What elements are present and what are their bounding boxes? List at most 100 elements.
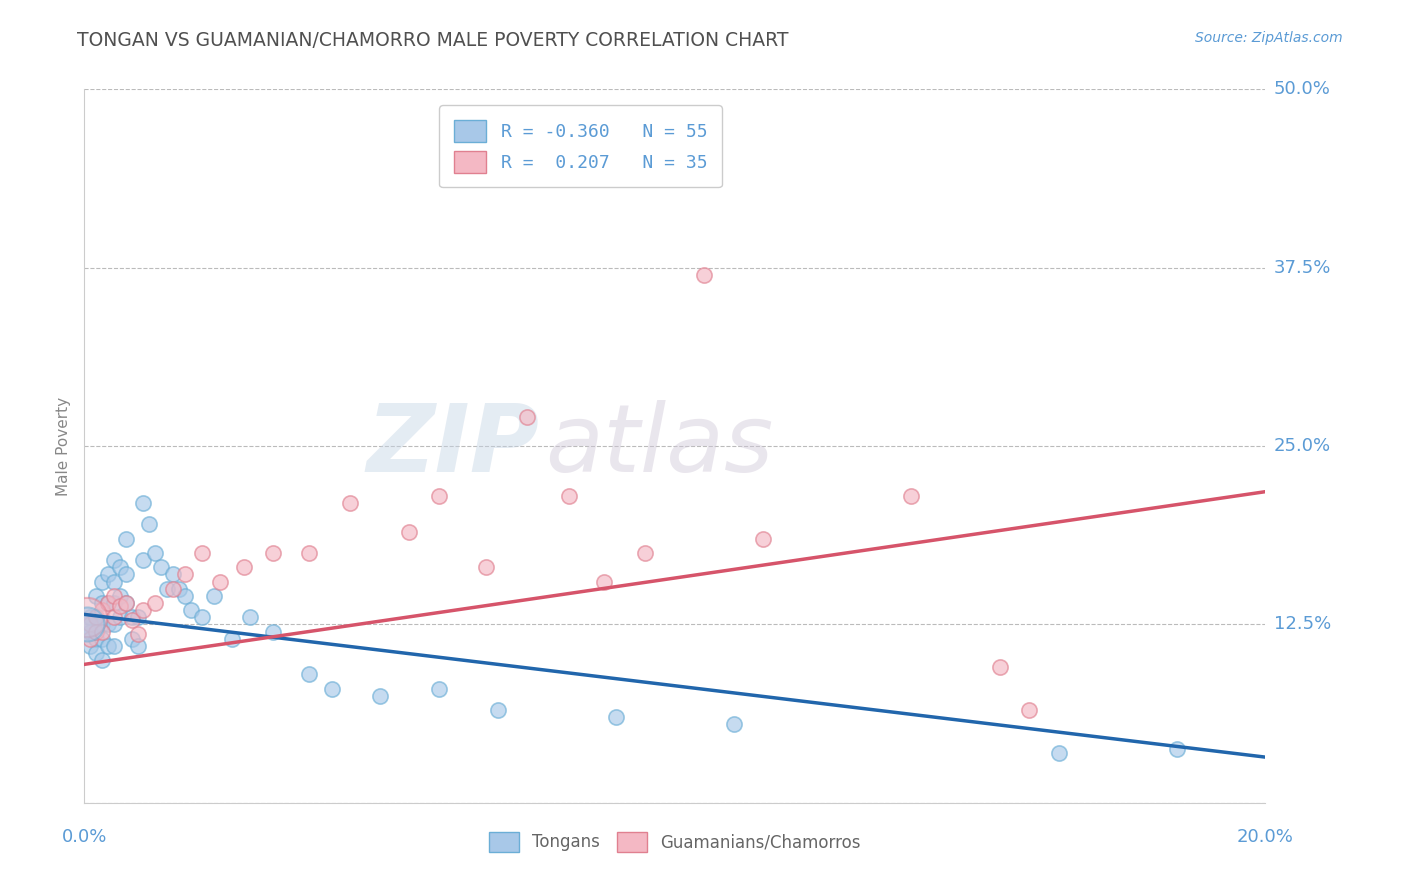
Point bbox=[132, 603, 155, 617]
Point bbox=[221, 632, 243, 646]
Point bbox=[84, 624, 107, 639]
Point bbox=[173, 567, 195, 582]
Point bbox=[84, 610, 107, 624]
Point bbox=[84, 632, 107, 646]
Point bbox=[138, 517, 160, 532]
Text: 0.0%: 0.0% bbox=[62, 828, 107, 846]
Point bbox=[180, 603, 202, 617]
Point bbox=[167, 582, 190, 596]
Point bbox=[91, 617, 114, 632]
Point bbox=[143, 596, 166, 610]
Point bbox=[368, 689, 391, 703]
Point bbox=[127, 639, 149, 653]
Text: ZIP: ZIP bbox=[366, 400, 538, 492]
Point bbox=[97, 596, 120, 610]
Text: Source: ZipAtlas.com: Source: ZipAtlas.com bbox=[1195, 31, 1343, 45]
Point bbox=[121, 610, 143, 624]
Point bbox=[91, 574, 114, 589]
Point bbox=[988, 660, 1011, 674]
Point bbox=[232, 560, 254, 574]
Point bbox=[191, 546, 214, 560]
Point bbox=[103, 589, 125, 603]
Point bbox=[103, 610, 125, 624]
Text: TONGAN VS GUAMANIAN/CHAMORRO MALE POVERTY CORRELATION CHART: TONGAN VS GUAMANIAN/CHAMORRO MALE POVERT… bbox=[77, 31, 789, 50]
Point bbox=[103, 574, 125, 589]
Point bbox=[262, 624, 284, 639]
Point bbox=[108, 560, 131, 574]
Point bbox=[298, 667, 321, 681]
Point bbox=[79, 610, 101, 624]
Point bbox=[114, 532, 136, 546]
Point bbox=[209, 574, 232, 589]
Text: 37.5%: 37.5% bbox=[1274, 259, 1331, 277]
Point bbox=[76, 617, 98, 632]
Point bbox=[97, 596, 120, 610]
Point bbox=[593, 574, 616, 589]
Point bbox=[121, 613, 143, 627]
Point bbox=[79, 639, 101, 653]
Point bbox=[97, 617, 120, 632]
Point bbox=[1047, 746, 1070, 760]
Point bbox=[103, 639, 125, 653]
Point bbox=[557, 489, 579, 503]
Point bbox=[91, 596, 114, 610]
Point bbox=[103, 596, 125, 610]
Point bbox=[108, 589, 131, 603]
Point bbox=[79, 617, 101, 632]
Point bbox=[108, 610, 131, 624]
Point bbox=[84, 610, 107, 624]
Point bbox=[84, 589, 107, 603]
Point bbox=[191, 610, 214, 624]
Point bbox=[91, 653, 114, 667]
Point bbox=[114, 567, 136, 582]
Point bbox=[262, 546, 284, 560]
Point bbox=[427, 681, 450, 696]
Point bbox=[239, 610, 262, 624]
Point bbox=[156, 582, 179, 596]
Point bbox=[427, 489, 450, 503]
Point bbox=[723, 717, 745, 731]
Point bbox=[103, 617, 125, 632]
Point bbox=[900, 489, 922, 503]
Point bbox=[162, 567, 184, 582]
Point bbox=[486, 703, 509, 717]
Point bbox=[143, 546, 166, 560]
Point bbox=[79, 624, 101, 639]
Y-axis label: Male Poverty: Male Poverty bbox=[56, 396, 72, 496]
Point bbox=[108, 599, 131, 613]
Text: 50.0%: 50.0% bbox=[1274, 80, 1330, 98]
Point bbox=[127, 610, 149, 624]
Point bbox=[91, 624, 114, 639]
Point bbox=[752, 532, 775, 546]
Point bbox=[339, 496, 361, 510]
Point bbox=[132, 553, 155, 567]
Point bbox=[321, 681, 343, 696]
Point bbox=[114, 596, 136, 610]
Point bbox=[127, 627, 149, 641]
Point bbox=[693, 268, 716, 282]
Point bbox=[97, 639, 120, 653]
Point bbox=[298, 546, 321, 560]
Point bbox=[84, 646, 107, 660]
Point bbox=[202, 589, 225, 603]
Point bbox=[173, 589, 195, 603]
Point bbox=[114, 596, 136, 610]
Point bbox=[162, 582, 184, 596]
Point bbox=[605, 710, 627, 724]
Point bbox=[79, 632, 101, 646]
Point bbox=[150, 560, 173, 574]
Text: 20.0%: 20.0% bbox=[1237, 828, 1294, 846]
Point bbox=[516, 410, 538, 425]
Text: 12.5%: 12.5% bbox=[1274, 615, 1331, 633]
Point bbox=[1018, 703, 1040, 717]
Text: atlas: atlas bbox=[546, 401, 773, 491]
Legend: Tongans, Guamanians/Chamorros: Tongans, Guamanians/Chamorros bbox=[482, 825, 868, 859]
Point bbox=[76, 610, 98, 624]
Point bbox=[398, 524, 420, 539]
Point bbox=[1166, 741, 1188, 756]
Point bbox=[103, 553, 125, 567]
Point bbox=[475, 560, 498, 574]
Point bbox=[97, 567, 120, 582]
Text: 25.0%: 25.0% bbox=[1274, 437, 1331, 455]
Point bbox=[91, 603, 114, 617]
